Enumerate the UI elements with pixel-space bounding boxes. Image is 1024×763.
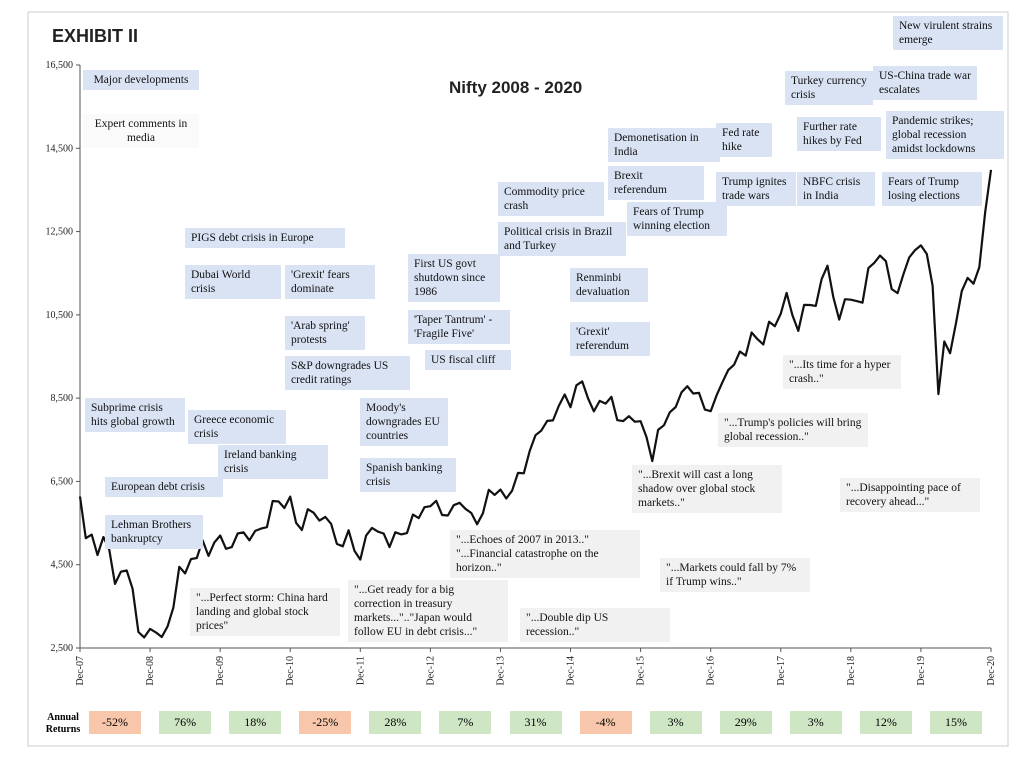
development-note: First US govt shutdown since 1986 (408, 254, 500, 302)
development-note: Moody's downgrades EU countries (360, 398, 448, 446)
development-note: NBFC crisis in India (797, 172, 875, 206)
chart-title: Nifty 2008 - 2020 (449, 78, 583, 97)
x-tick-label: Dec-16 (706, 656, 717, 685)
x-tick-label: Dec-14 (566, 656, 577, 685)
annual-return: 12% (859, 711, 912, 734)
y-tick-label: 4,500 (51, 560, 74, 571)
development-note: New virulent strains emerge (893, 16, 1003, 50)
development-note: Demonetisation in India (608, 128, 720, 162)
annual-return: 3% (789, 711, 842, 734)
x-tick-label: Dec-11 (355, 656, 366, 685)
x-tick-label: Dec-07 (75, 656, 86, 685)
development-note: Fed rate hike (716, 123, 772, 157)
annual-return: 7% (439, 711, 492, 734)
x-tick-label: Dec-08 (145, 656, 156, 685)
annual-return: 29% (719, 711, 772, 734)
annual-return: 18% (229, 711, 282, 734)
development-note: US-China trade war escalates (873, 66, 977, 100)
annual-return: 28% (369, 711, 422, 734)
development-note: 'Grexit' fears dominate (285, 265, 375, 299)
frame (27, 11, 1009, 747)
development-note: US fiscal cliff (425, 350, 511, 370)
development-note: Spanish banking crisis (360, 458, 456, 492)
development-note: Lehman Brothers bankruptcy (105, 515, 203, 549)
development-note: 'Arab spring' protests (285, 316, 365, 350)
x-tick-label: Dec-18 (846, 656, 857, 685)
y-tick-label: 16,500 (46, 60, 74, 71)
development-note: Ireland banking crisis (218, 445, 328, 479)
media-note: "...Brexit will cast a long shadow over … (632, 465, 782, 513)
development-note: Further rate hikes by Fed (797, 117, 881, 151)
development-note: Trump ignites trade wars (716, 172, 796, 206)
annual-return: -52% (89, 711, 142, 734)
development-note: 'Taper Tantrum' - 'Fragile Five' (408, 310, 510, 344)
annual-return: 31% (509, 711, 562, 734)
development-note: Dubai World crisis (185, 265, 281, 299)
x-tick-label: Dec-09 (215, 656, 226, 685)
x-tick-label: Dec-20 (986, 656, 997, 685)
media-note: "...Its time for a hyper crash.." (783, 355, 901, 389)
development-note: 'Grexit' referendum (570, 322, 650, 356)
x-tick-label: Dec-12 (425, 656, 436, 685)
media-note: "...Disappointing pace of recovery ahead… (840, 478, 980, 512)
development-note: Pandemic strikes; global recession amids… (886, 111, 1004, 159)
media-note: "...Get ready for a big correction in tr… (348, 580, 508, 642)
y-tick-label: 2,500 (51, 643, 74, 654)
development-note: Fears of Trump losing elections (882, 172, 982, 206)
legend-developments: Major developments (83, 70, 199, 90)
annual-return: 3% (649, 711, 702, 734)
development-note: Turkey currency crisis (785, 71, 873, 105)
index-line (78, 169, 993, 639)
development-note: Greece economic crisis (188, 410, 286, 444)
y-tick-label: 14,500 (46, 143, 74, 154)
annual-return: -4% (579, 711, 632, 734)
media-note: "...Echoes of 2007 in 2013.." "...Financ… (450, 530, 640, 578)
development-note: Brexit referendum (608, 166, 704, 200)
development-note: S&P downgrades US credit ratings (285, 356, 410, 390)
x-tick-label: Dec-15 (636, 656, 647, 685)
development-note: Fears of Trump winning election (627, 202, 727, 236)
annual-return: -25% (299, 711, 352, 734)
media-note: "...Perfect storm: China hard landing an… (190, 588, 340, 636)
y-tick-label: 8,500 (51, 393, 74, 404)
y-tick-label: 12,500 (46, 227, 74, 238)
y-tick-label: 10,500 (46, 310, 74, 321)
y-tick-label: 6,500 (51, 476, 74, 487)
returns-label: Annual Returns (45, 712, 81, 735)
development-note: Commodity price crash (498, 182, 604, 216)
x-tick-label: Dec-10 (285, 656, 296, 685)
x-tick-label: Dec-17 (776, 656, 787, 685)
annual-return: 15% (929, 711, 982, 734)
development-note: Renminbi devaluation (570, 268, 648, 302)
media-note: "...Double dip US recession.." (520, 608, 670, 642)
media-note: "...Markets could fall by 7% if Trump wi… (660, 558, 810, 592)
legend-media: Expert comments in media (83, 114, 199, 148)
x-tick-label: Dec-13 (495, 656, 506, 685)
development-note: Political crisis in Brazil and Turkey (498, 222, 626, 256)
development-note: European debt crisis (105, 477, 223, 497)
development-note: PIGS debt crisis in Europe (185, 228, 345, 248)
media-note: "...Trump's policies will bring global r… (718, 413, 868, 447)
annual-return: 76% (159, 711, 212, 734)
exhibit-label: EXHIBIT II (52, 26, 139, 46)
x-tick-label: Dec-19 (916, 656, 927, 685)
development-note: Subprime crisis hits global growth (85, 398, 185, 432)
